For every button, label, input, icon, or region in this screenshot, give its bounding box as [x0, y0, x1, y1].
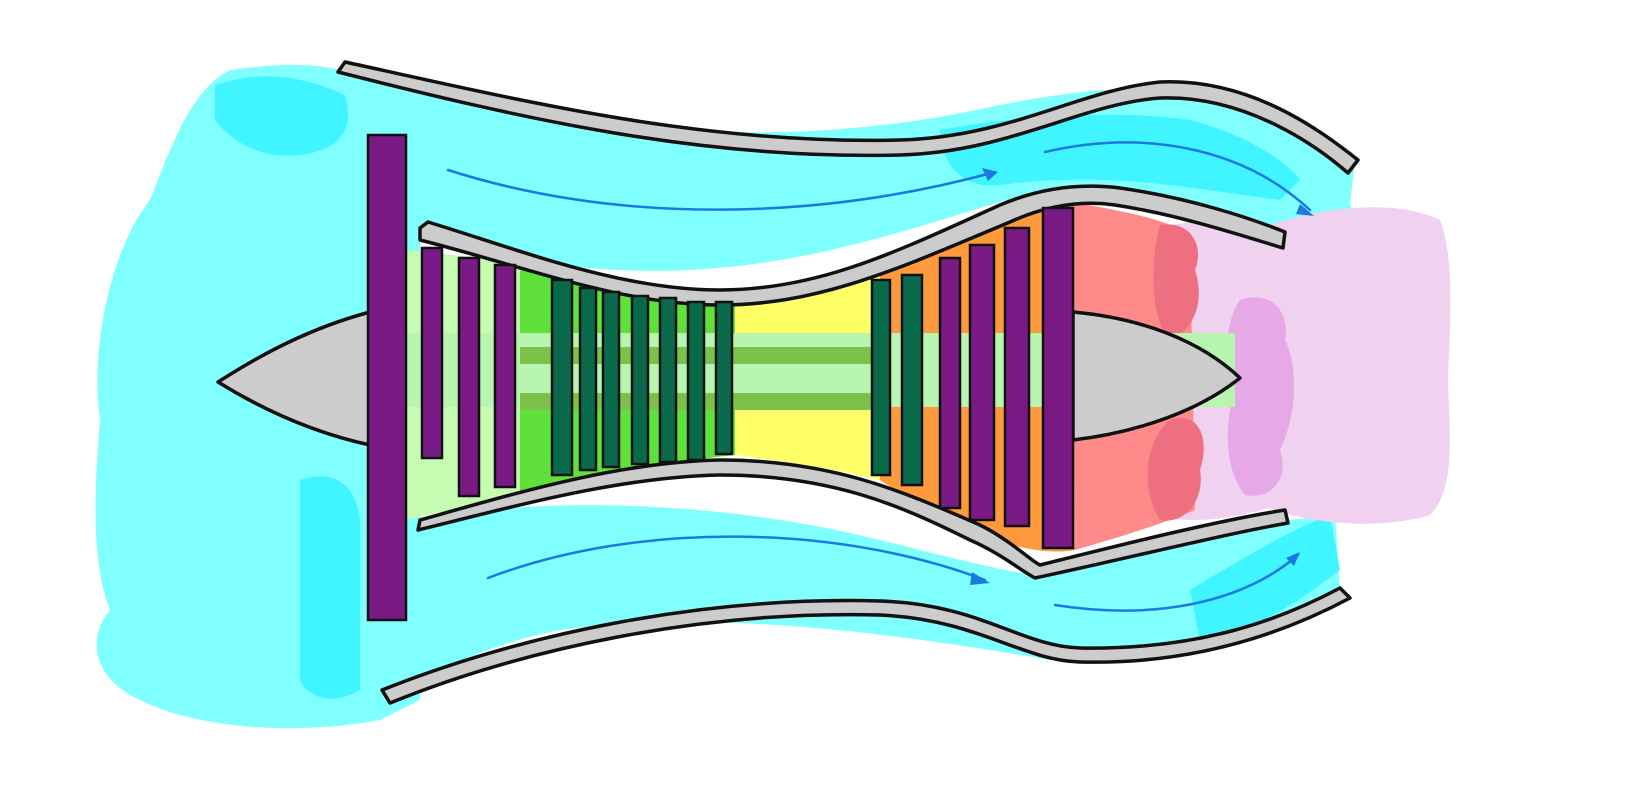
lp-turbine-blade [1041, 206, 1075, 550]
hot-gas-blob-bottom [1147, 418, 1204, 521]
exhaust-cone [1071, 310, 1242, 442]
flow-arrow-lower-front-head [970, 572, 990, 585]
hp-compressor-vane [658, 296, 678, 464]
hp-compressor-vane [601, 290, 621, 469]
flow-arrows [446, 141, 1314, 612]
core-cowl-lower [416, 458, 1290, 580]
core-cowl-upper [418, 184, 1287, 307]
lp-compressor-blade [493, 263, 517, 489]
casings [336, 60, 1360, 705]
inlet-air-highlight [215, 76, 348, 156]
lp-compressor-blade [457, 256, 481, 498]
flow-arrow-lower-rear [1053, 553, 1300, 612]
hp-compressor-vane [686, 300, 706, 462]
flow-arrow-upper-front-head [982, 168, 998, 181]
nacelle-lower [380, 586, 1352, 705]
flow-arrow-upper-rear-head [1296, 204, 1314, 216]
exhaust-plume-pink [1237, 207, 1451, 524]
flow-arrow-upper-rear [1043, 141, 1312, 212]
fan-blade [366, 133, 408, 622]
inlet-air [95, 65, 1370, 729]
hp-compressor-vane [630, 294, 650, 466]
hp-compressor-vane [578, 286, 598, 472]
flow-arrow-upper-front [446, 168, 997, 211]
lp-turbine-blade [1003, 226, 1031, 528]
blade-rows [366, 133, 1075, 622]
inlet-air-highlight-2 [300, 476, 360, 699]
bypass-air-highlight-upper [940, 114, 1300, 200]
flow-arrow-lower-front [486, 535, 987, 582]
lp-compressor-blade [420, 246, 444, 460]
flow-arrow-lower-rear-head [1286, 552, 1300, 566]
nacelle-upper [336, 60, 1360, 175]
exhaust-plume-blob [1226, 297, 1295, 496]
hp-turbine-vane [900, 273, 924, 487]
hp-compressor-vane [714, 300, 734, 456]
lp-turbine-blade [938, 256, 962, 510]
hp-compressor-vane [550, 278, 574, 477]
cones [216, 310, 1242, 447]
hp-turbine-vane [870, 278, 892, 477]
lp-turbine-blade [968, 243, 996, 522]
hot-gas-blob-top [1153, 224, 1199, 340]
